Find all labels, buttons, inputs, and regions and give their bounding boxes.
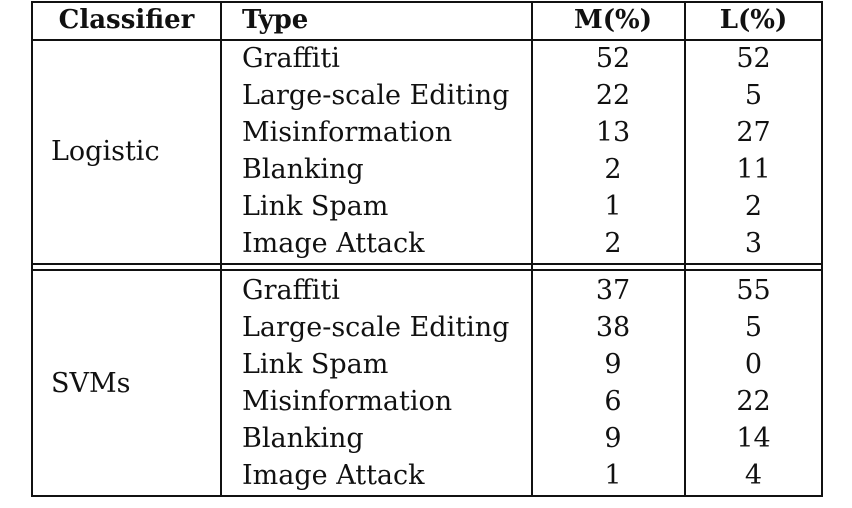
- row-m-value: 38: [595, 312, 631, 343]
- row-type: Image Attack: [242, 228, 425, 259]
- row-type: Large-scale Editing: [242, 80, 510, 111]
- row-l-value: 4: [744, 460, 763, 491]
- row-l-value: 11: [736, 154, 771, 185]
- row-type: Link Spam: [242, 191, 389, 222]
- row-type: Misinformation: [242, 117, 453, 148]
- table-border-left: [31, 1, 33, 497]
- row-m-value: 22: [595, 80, 631, 111]
- column-divider-type: [531, 1, 533, 497]
- table-border-bottom: [31, 495, 823, 497]
- row-l-value: 5: [744, 312, 763, 343]
- row-l-value: 2: [744, 191, 763, 222]
- row-l-value: 5: [744, 80, 763, 111]
- row-type: Link Spam: [242, 349, 389, 380]
- row-type: Graffiti: [242, 43, 340, 74]
- row-m-value: 6: [604, 386, 622, 417]
- row-l-value: 55: [736, 275, 771, 306]
- row-m-value: 52: [595, 43, 631, 74]
- row-m-value: 37: [595, 275, 631, 306]
- column-divider-classifier: [220, 1, 222, 497]
- table-border-right: [821, 1, 823, 497]
- table-border-top: [31, 1, 823, 3]
- row-type: Image Attack: [242, 460, 425, 491]
- header-type: Type: [242, 5, 309, 35]
- row-m-value: 13: [595, 117, 631, 148]
- classifier-results-table: Classifier Type M(%) L(%) Logistic Graff…: [31, 1, 823, 497]
- group-rule-lower: [31, 269, 823, 271]
- row-type: Blanking: [242, 423, 364, 454]
- classifier-label-svms: SVMs: [51, 368, 131, 399]
- row-l-value: 27: [736, 117, 771, 148]
- row-type: Blanking: [242, 154, 364, 185]
- row-m-value: 9: [604, 423, 622, 454]
- header-m-percent: M(%): [573, 5, 653, 35]
- row-m-value: 2: [604, 154, 622, 185]
- row-l-value: 52: [736, 43, 771, 74]
- header-rule: [31, 39, 823, 41]
- header-classifier: Classifier: [58, 5, 195, 35]
- row-type: Misinformation: [242, 386, 453, 417]
- row-m-value: 1: [604, 460, 622, 491]
- row-l-value: 0: [744, 349, 763, 380]
- column-divider-m: [684, 1, 686, 497]
- row-type: Graffiti: [242, 275, 340, 306]
- row-l-value: 22: [736, 386, 771, 417]
- classifier-label-logistic: Logistic: [51, 136, 160, 167]
- row-m-value: 2: [604, 228, 622, 259]
- row-l-value: 3: [744, 228, 763, 259]
- header-l-percent: L(%): [719, 5, 788, 35]
- row-l-value: 14: [736, 423, 771, 454]
- row-type: Large-scale Editing: [242, 312, 510, 343]
- row-m-value: 1: [604, 191, 622, 222]
- group-rule-upper: [31, 263, 823, 265]
- row-m-value: 9: [604, 349, 622, 380]
